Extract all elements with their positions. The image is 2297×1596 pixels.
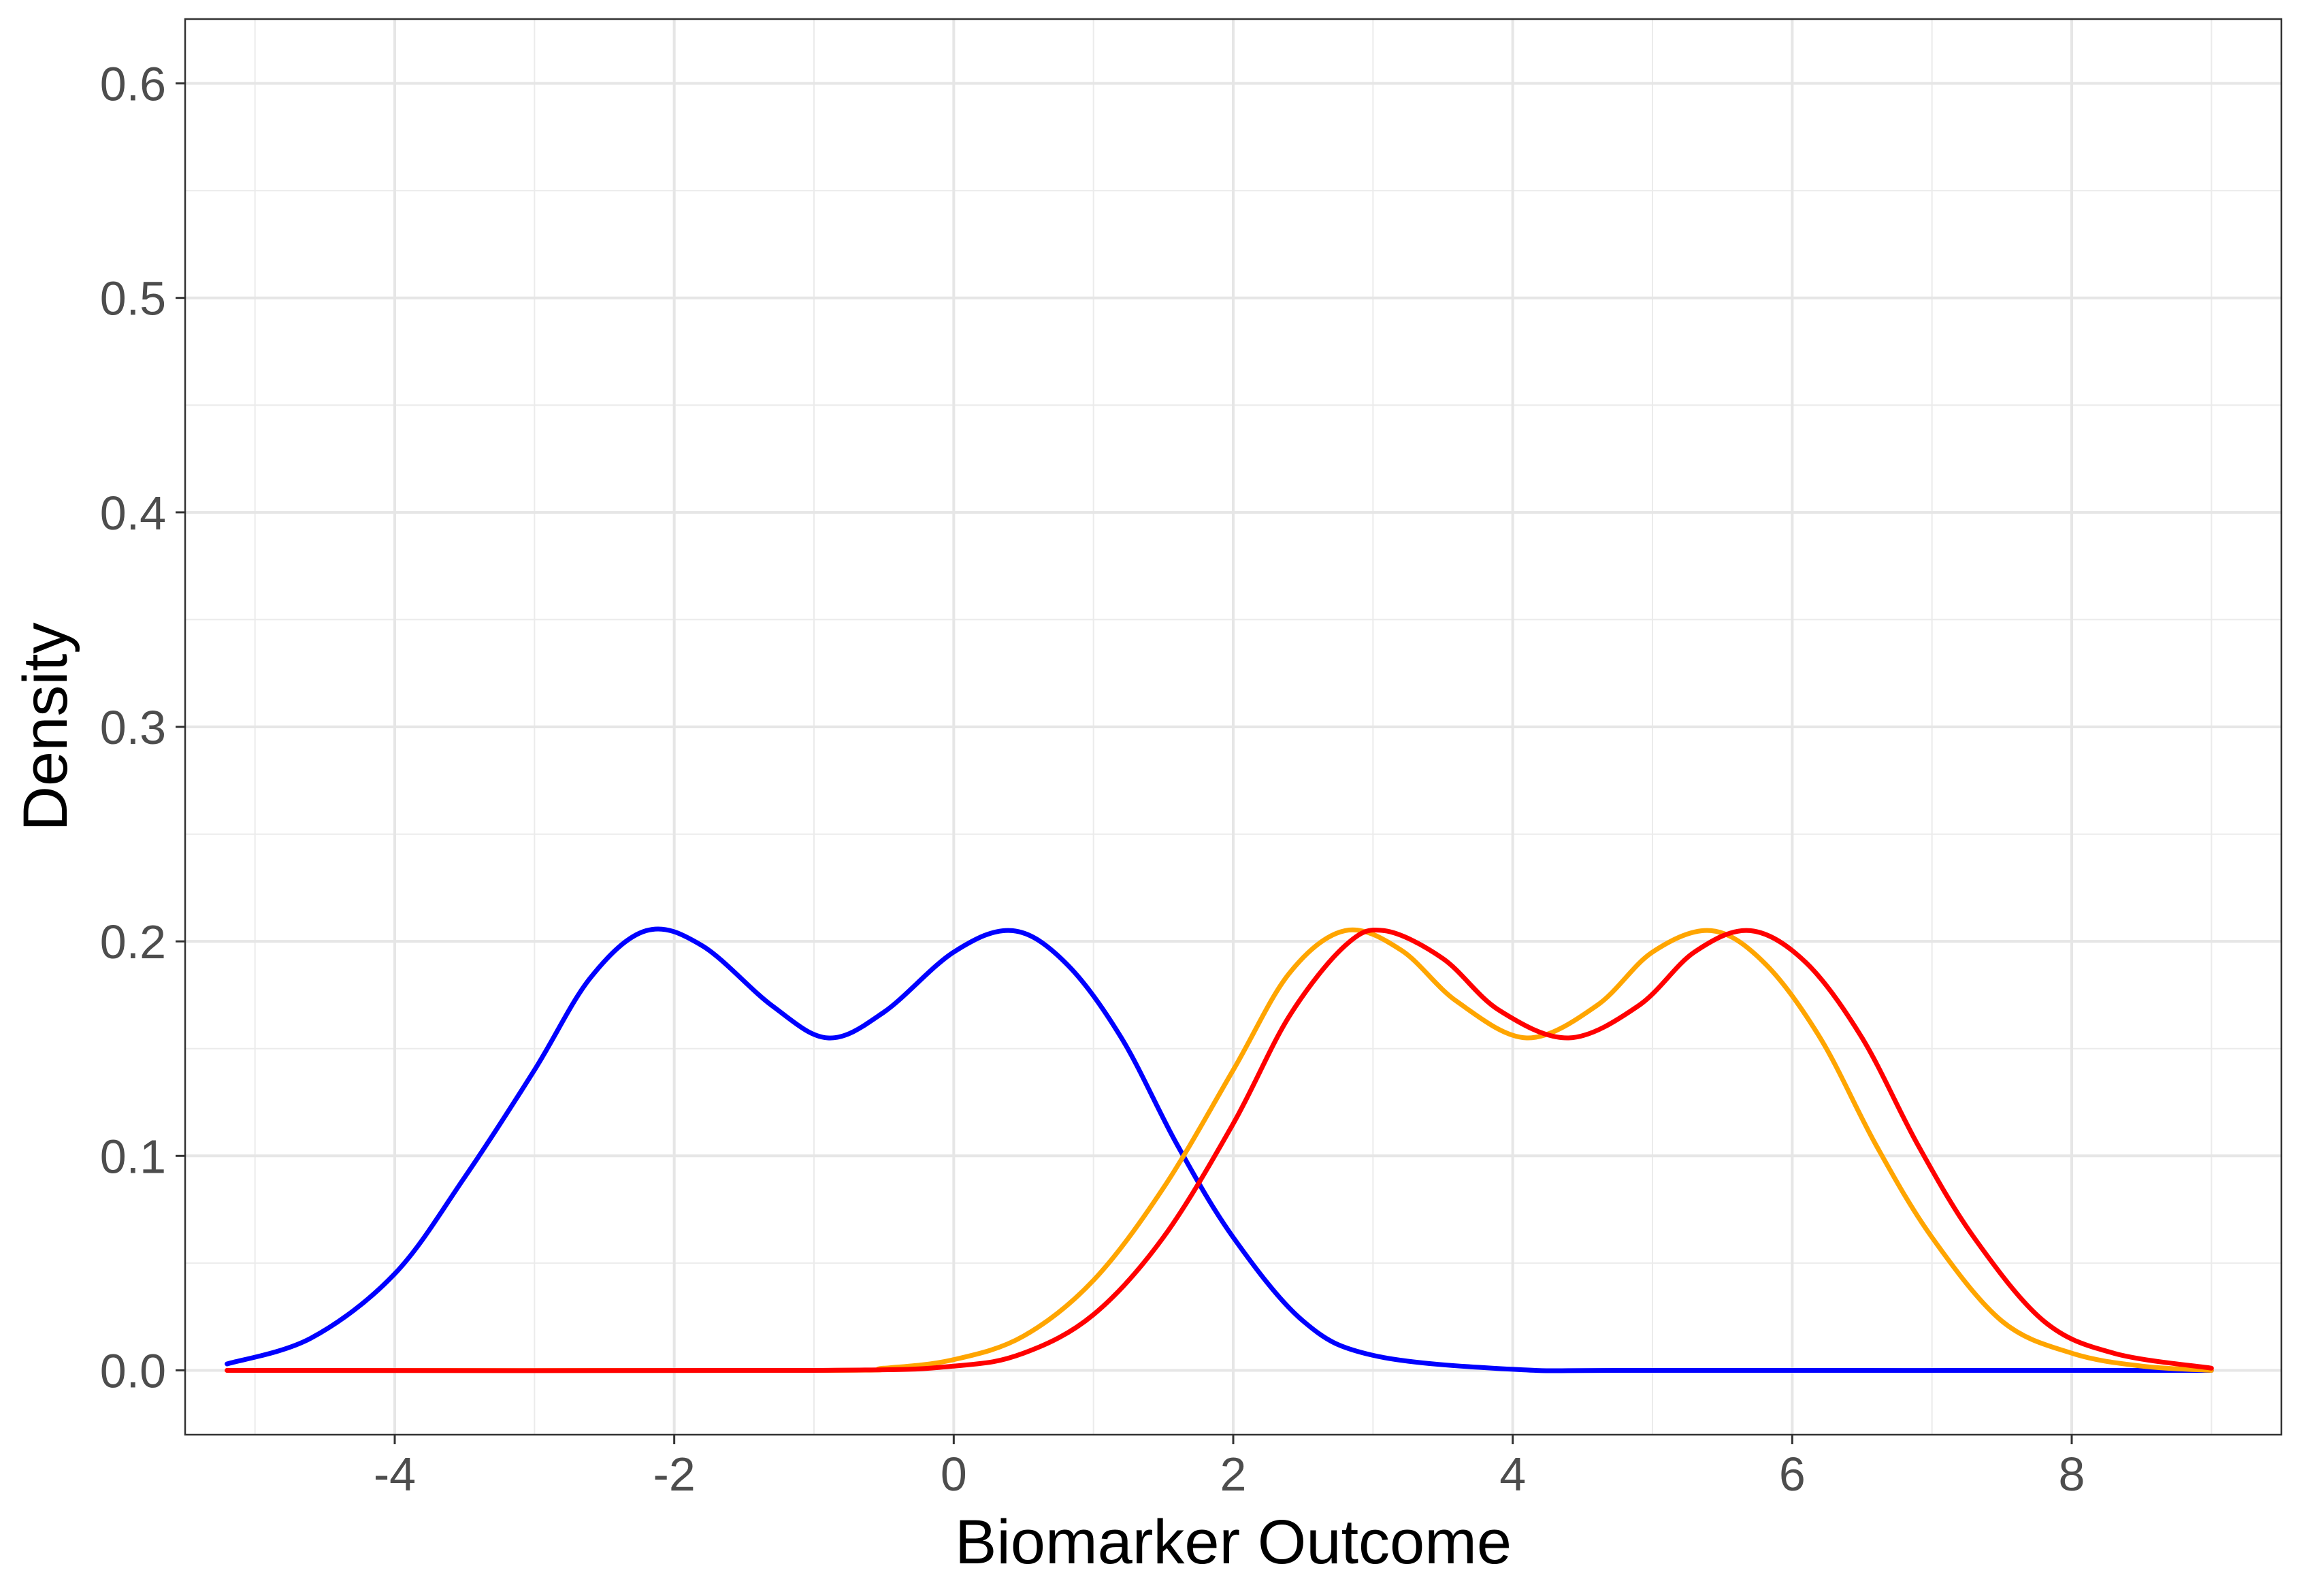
series-line-3 xyxy=(225,927,2214,1373)
y-tick-label: 0.1 xyxy=(100,1130,166,1183)
x-tick-label: -2 xyxy=(653,1448,696,1501)
y-tick-label: 0.2 xyxy=(100,915,166,968)
y-tick-label: 0.4 xyxy=(100,487,166,540)
grid-major xyxy=(185,19,2281,1435)
y-tick-label: 0.0 xyxy=(100,1344,166,1397)
y-tick-label: 0.3 xyxy=(100,701,166,754)
x-axis: -4 -2 0 2 4 6 8 xyxy=(374,1435,2085,1501)
y-tick-label: 0.6 xyxy=(100,58,166,111)
y-tick-label: 0.5 xyxy=(100,272,166,325)
series-line-1 xyxy=(225,926,2214,1373)
x-tick-label: -4 xyxy=(374,1448,416,1501)
series-line-2 xyxy=(225,927,2214,1373)
x-axis-title: Biomarker Outcome xyxy=(955,1508,1512,1577)
x-tick-label: 0 xyxy=(941,1448,967,1501)
x-tick-label: 2 xyxy=(1220,1448,1247,1501)
x-tick-label: 8 xyxy=(2059,1448,2085,1501)
series-layer xyxy=(225,926,2214,1373)
y-axis-title: Density xyxy=(11,623,80,832)
x-tick-label: 4 xyxy=(1499,1448,1526,1501)
x-tick-label: 6 xyxy=(1779,1448,1806,1501)
y-axis: 0.0 0.1 0.2 0.3 0.4 0.5 0.6 xyxy=(100,58,185,1397)
